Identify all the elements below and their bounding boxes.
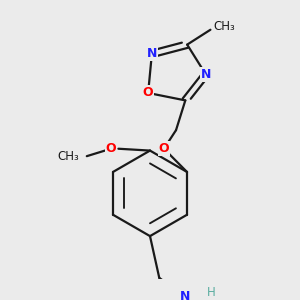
Text: O: O xyxy=(106,142,116,155)
Text: CH₃: CH₃ xyxy=(58,150,80,163)
Text: O: O xyxy=(143,86,154,100)
Text: CH₃: CH₃ xyxy=(213,20,235,32)
Text: N: N xyxy=(201,68,211,81)
Text: O: O xyxy=(159,142,169,155)
Text: N: N xyxy=(180,290,190,300)
Text: N: N xyxy=(147,47,157,60)
Text: H: H xyxy=(207,286,216,299)
